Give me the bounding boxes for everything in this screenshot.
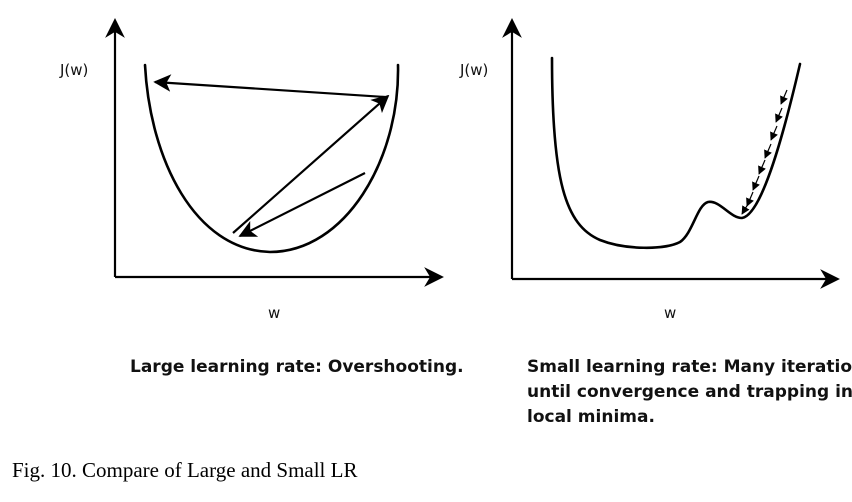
right-y-axis-label: J(w) [459,61,488,79]
small-step [741,203,750,215]
overshoot-step-1 [238,172,366,237]
right-cost-curve [550,56,802,250]
left-caption: Large learning rate: Overshooting. [130,357,464,377]
right-caption-line-3: local minima. [527,407,655,427]
left-cost-curve [143,63,400,254]
left-x-axis-label: w [268,304,280,322]
right-panel: J(w) w Small learning rate: Many iterati… [459,18,852,427]
small-step [746,191,754,207]
small-steps [741,89,788,215]
right-caption-line-1: Small learning rate: Many iteration [527,357,852,377]
small-step [775,107,783,123]
left-y-axis-label: J(w) [59,61,88,79]
small-step [780,89,788,105]
left-panel: J(w) w Large learning rate: Overshooting… [59,18,464,377]
small-step [764,143,772,159]
overshoot-step-3 [153,74,386,99]
small-step [770,125,778,141]
small-step [758,159,766,175]
right-x-axis-label: w [664,304,676,322]
small-step [752,175,760,191]
right-caption-line-2: until convergence and trapping in [527,382,852,402]
figure-caption: Fig. 10. Compare of Large and Small LR [12,458,358,482]
overshoot-step-2 [232,94,390,234]
right-caption: Small learning rate: Many iteration unti… [527,357,852,427]
